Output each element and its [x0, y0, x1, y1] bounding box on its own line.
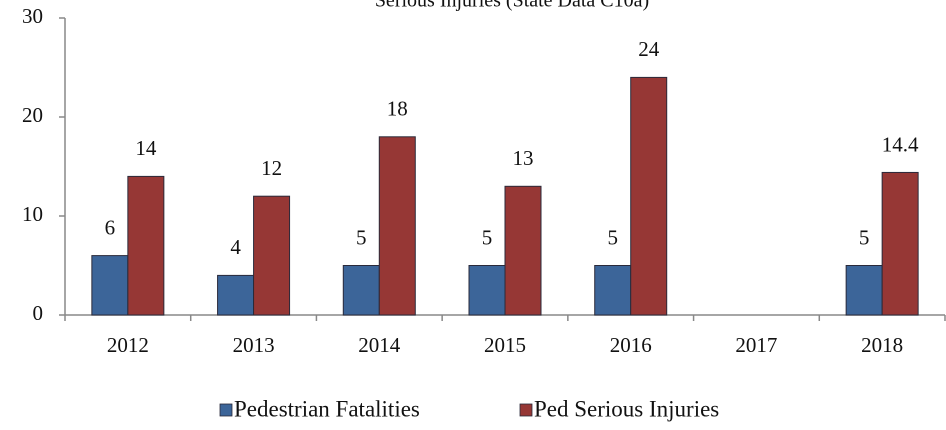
data-label: 18 [387, 97, 408, 121]
y-tick-label: 10 [22, 202, 43, 226]
data-label: 5 [356, 225, 367, 249]
chart-title: Serious Injuries (State Data C10a) [375, 0, 649, 12]
x-tick-label: 2012 [107, 333, 149, 357]
bar [217, 274, 255, 316]
bar [468, 265, 506, 316]
bar [881, 171, 919, 316]
x-tick-label: 2014 [358, 333, 401, 357]
legend-label: Pedestrian Fatalities [234, 396, 420, 421]
y-tick-label: 20 [22, 103, 43, 127]
y-tick-label: 0 [33, 301, 44, 325]
legend-swatch [519, 403, 533, 417]
bar [378, 136, 416, 316]
data-label: 4 [230, 235, 241, 259]
x-tick-label: 2013 [233, 333, 275, 357]
bar [594, 265, 632, 316]
data-label: 5 [482, 225, 493, 249]
data-label: 12 [261, 156, 282, 180]
x-tick-label: 2017 [735, 333, 777, 357]
bar [253, 195, 291, 316]
bar [127, 175, 165, 316]
data-label: 6 [105, 215, 116, 239]
bar [845, 265, 883, 316]
x-tick-label: 2015 [484, 333, 526, 357]
data-label: 5 [859, 225, 870, 249]
data-label: 13 [513, 146, 534, 170]
bar [91, 255, 129, 316]
data-label: 14 [135, 136, 157, 160]
bar [630, 76, 668, 316]
data-label: 5 [607, 225, 618, 249]
data-label: 24 [638, 37, 660, 61]
y-tick-label: 30 [22, 4, 43, 28]
bar [504, 185, 542, 316]
bar [342, 265, 380, 316]
data-label: 14.4 [882, 132, 919, 156]
legend-label: Ped Serious Injuries [534, 396, 719, 421]
legend-swatch [219, 403, 233, 417]
x-tick-label: 2018 [861, 333, 903, 357]
x-tick-label: 2016 [610, 333, 652, 357]
